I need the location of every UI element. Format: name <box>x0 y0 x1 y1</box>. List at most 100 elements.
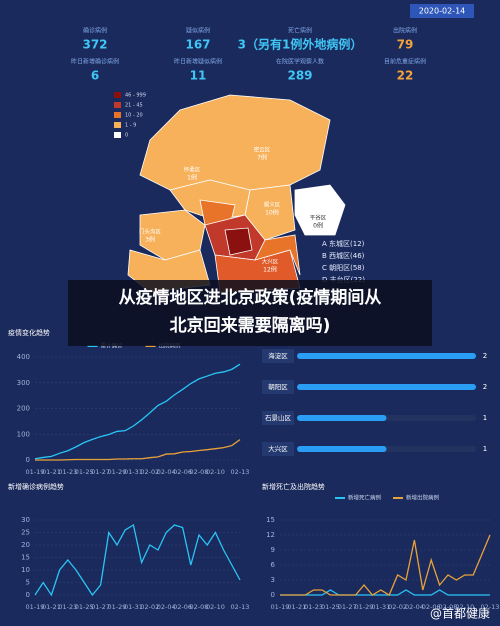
x-tick-label: 02-10 <box>206 603 225 611</box>
y-tick-label: 3 <box>271 576 275 584</box>
legend-label: 0 <box>125 133 128 139</box>
x-tick-label: 02-04 <box>157 468 176 476</box>
bar <box>297 415 387 421</box>
x-tick-label: 02-13 <box>231 603 250 611</box>
y-tick-label: 15 <box>21 554 30 562</box>
stat-value: 3（另有1例外地病例） <box>238 37 363 52</box>
x-tick-label: 01-25 <box>75 468 94 476</box>
date-badge <box>410 4 474 18</box>
x-tick-label: 01-23 <box>58 468 77 476</box>
stat-value: 6 <box>91 69 99 83</box>
legend-label: 10 - 20 <box>125 113 143 119</box>
chart-title: 新增确诊病例趋势 <box>8 482 64 491</box>
legend-swatch <box>114 122 121 128</box>
x-tick-label: 02-06 <box>173 603 192 611</box>
stat-label: 昨日新增确诊病例 <box>71 58 119 66</box>
x-tick-label: 01-27 <box>338 603 357 611</box>
map <box>127 94 346 293</box>
district-name: 顺义区 <box>264 202 281 209</box>
row-label: 朝阳区 <box>268 382 288 391</box>
district-name: 平谷区 <box>310 214 327 222</box>
y-tick-label: 25 <box>21 529 30 537</box>
x-tick-label: 02-06 <box>422 603 441 611</box>
x-tick-label: 01-25 <box>321 603 340 611</box>
y-tick-label: 200 <box>17 405 30 413</box>
y-tick-label: 12 <box>266 531 275 539</box>
y-tick-label: 400 <box>17 353 30 361</box>
y-tick-label: 0 <box>26 456 30 464</box>
y-tick-label: 300 <box>17 379 30 387</box>
region <box>254 234 301 276</box>
x-tick-label: 01-21 <box>42 603 61 611</box>
x-tick-label: 01-19 <box>26 603 45 611</box>
legend-swatch <box>114 102 121 108</box>
row-label-box <box>262 442 294 456</box>
district-name: 密云区 <box>254 146 271 154</box>
x-tick-label: 01-27 <box>91 468 110 476</box>
y-tick-label: 6 <box>271 561 276 569</box>
bar-value: 2 <box>483 383 487 391</box>
x-tick-label: 02-10 <box>206 468 225 476</box>
stat-label: 疑似病例 <box>186 27 210 35</box>
stat-value: 22 <box>397 69 414 83</box>
legend-swatch <box>114 132 121 138</box>
row-label: 大兴区 <box>268 444 288 453</box>
legend-label: 46 - 999 <box>125 93 146 99</box>
headline-box <box>68 280 432 346</box>
legend-swatch <box>114 92 121 98</box>
legend-label: 新增出院病例 <box>406 494 440 502</box>
district-list-item: D 丰台区(22) <box>322 275 365 284</box>
x-tick-label: 02-04 <box>157 603 176 611</box>
row-label: 石景山区 <box>265 413 292 422</box>
chart-title: 疫情变化趋势 <box>8 328 50 337</box>
x-tick-label: 02-13 <box>231 468 250 476</box>
y-tick-label: 30 <box>21 516 30 524</box>
row-label-box <box>262 349 294 363</box>
bar-value: 1 <box>483 445 487 453</box>
stat-label: 死亡病例 <box>288 27 312 35</box>
y-tick-label: 20 <box>21 541 30 549</box>
x-tick-label: 02-13 <box>481 603 500 611</box>
y-tick-label: 15 <box>266 516 275 524</box>
x-tick-label: 01-27 <box>91 603 110 611</box>
x-tick-label: 02-10 <box>455 603 474 611</box>
y-tick-label: 10 <box>21 566 30 574</box>
x-tick-label: 01-29 <box>355 603 374 611</box>
x-tick-label: 01-31 <box>371 603 390 611</box>
x-tick-label: 01-23 <box>304 603 323 611</box>
stat-label: 在院医学观察人数 <box>276 58 324 66</box>
x-tick-label: 01-29 <box>108 468 127 476</box>
y-tick-label: 0 <box>26 591 30 599</box>
row-label-box <box>262 411 294 425</box>
x-tick-label: 01-19 <box>26 468 45 476</box>
district-count: 10例 <box>265 209 279 217</box>
chart-title: 新增死亡及出院趋势 <box>262 482 325 491</box>
x-tick-label: 01-31 <box>124 468 143 476</box>
stat-value: 11 <box>190 69 207 83</box>
x-tick-label: 01-21 <box>42 468 61 476</box>
stat-value: 289 <box>287 69 312 83</box>
district-count: 3例 <box>145 236 155 244</box>
series-line <box>34 523 241 597</box>
district-list-item: C 朝阳区(58) <box>322 263 365 272</box>
x-tick-label: 01-25 <box>75 603 94 611</box>
region <box>139 94 331 191</box>
district-count: 0例 <box>313 222 323 230</box>
x-tick-label: 02-02 <box>140 468 159 476</box>
y-tick-label: 100 <box>17 430 30 438</box>
headline: 北京回来需要隔离吗) <box>170 315 331 336</box>
bar-value: 2 <box>483 352 487 360</box>
x-tick-label: 02-08 <box>190 468 209 476</box>
district-count: 1例 <box>187 174 197 182</box>
x-tick-label: 01-23 <box>58 603 77 611</box>
y-tick-label: 0 <box>271 591 275 599</box>
x-tick-label: 01-29 <box>108 603 127 611</box>
row-label: 海淀区 <box>268 351 288 360</box>
legend-label: 新增死亡病例 <box>348 494 382 502</box>
x-tick-label: 01-31 <box>124 603 143 611</box>
x-tick-label: 01-19 <box>271 603 290 611</box>
stat-label: 目前危重症病例 <box>384 58 426 66</box>
headline: 从疫情地区进北京政策(疫情期间从 <box>119 287 382 308</box>
